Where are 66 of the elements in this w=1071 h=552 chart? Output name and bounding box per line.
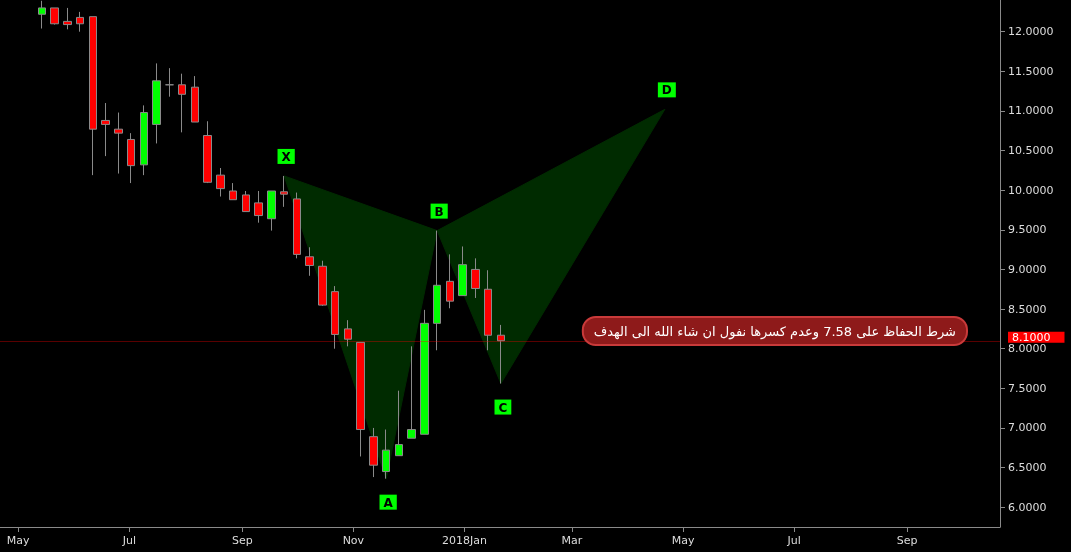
y-tick-label: 6.5000 <box>1008 461 1047 475</box>
candlestick <box>305 246 314 277</box>
x-tick-label: May <box>6 534 31 547</box>
candlestick <box>446 253 454 309</box>
candlestick <box>203 120 212 184</box>
candlestick <box>382 429 390 480</box>
y-tick-label: 9.5000 <box>1008 223 1047 237</box>
y-tick-label: 6.0000 <box>1008 500 1047 514</box>
x-tick-label: 2018Jan <box>442 534 487 547</box>
candlestick <box>114 112 123 175</box>
candlestick <box>216 167 225 198</box>
y-tick-label: 9.0000 <box>1008 262 1047 276</box>
y-tick-label: 10.0000 <box>1008 183 1054 197</box>
candlestick <box>165 67 174 98</box>
candlestick <box>331 285 339 350</box>
y-tick-label: 8.0000 <box>1008 342 1047 356</box>
y-tick-label: 8.5000 <box>1008 302 1047 316</box>
candlestick <box>344 319 352 347</box>
y-tick-label: 12.0000 <box>1008 25 1054 39</box>
candlestick <box>497 324 505 385</box>
y-tick-label: 7.5000 <box>1008 381 1047 395</box>
annotation: A <box>383 495 394 510</box>
x-tick-label: Nov <box>342 534 365 547</box>
annotation: C <box>498 400 508 415</box>
candlestick <box>242 190 250 213</box>
candlestick <box>280 175 288 208</box>
candlestick <box>420 309 429 435</box>
y-tick-label: 11.5000 <box>1008 64 1054 78</box>
ref-line-label: 8.1000 <box>1012 330 1051 344</box>
candlestick <box>178 73 186 133</box>
x-tick-label: May <box>671 534 695 547</box>
candlestick <box>318 260 327 307</box>
candlestick <box>458 245 467 297</box>
candlestick <box>407 345 416 439</box>
candlestick <box>127 132 135 184</box>
candlestick <box>101 102 110 157</box>
candlestick <box>89 16 97 176</box>
candlestick <box>356 341 365 457</box>
y-tick-label: 11.0000 <box>1008 104 1054 118</box>
candlestick <box>484 269 492 351</box>
y-tick-label: 10.5000 <box>1008 144 1054 158</box>
candlestick <box>140 104 148 176</box>
candlestick <box>395 390 403 457</box>
candlestick <box>254 190 263 224</box>
annotation: B <box>434 204 444 219</box>
annotation: D <box>661 83 672 98</box>
annotation: X <box>281 149 292 164</box>
candlestick <box>433 230 441 351</box>
annotation: شرط الحفاظ على 7.58 وعدم كسرها نفول ان شاء الله الى الهدف <box>593 324 957 340</box>
candlestick <box>38 0 46 30</box>
candlestick <box>50 7 59 26</box>
x-tick-label: Mar <box>561 534 583 547</box>
candlestick <box>267 190 276 232</box>
candlestick <box>229 182 237 201</box>
candlestick <box>191 75 199 123</box>
x-tick-label: Sep <box>231 534 253 547</box>
candlestick <box>369 427 378 478</box>
y-tick-label: 7.0000 <box>1008 421 1047 435</box>
x-tick-label: Sep <box>896 534 918 547</box>
candlestick <box>471 257 480 299</box>
candlestick <box>293 192 301 259</box>
candlestick <box>63 7 72 30</box>
candlestick <box>152 62 161 144</box>
x-tick-label: Jul <box>121 534 136 547</box>
x-tick-label: Jul <box>786 534 801 547</box>
candlestick <box>76 11 84 33</box>
